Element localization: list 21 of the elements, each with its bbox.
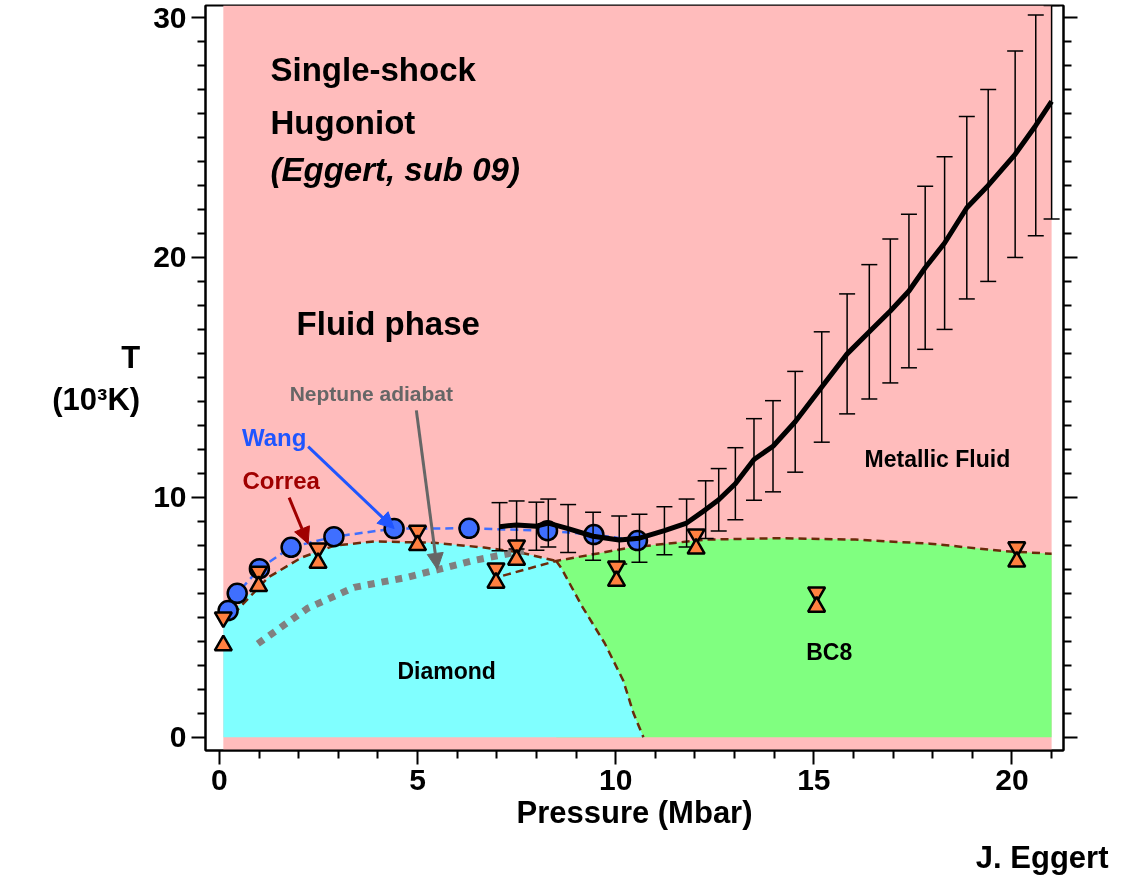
annotation: Wang — [241, 424, 307, 452]
text: (Eggert, sub 09) — [270, 150, 520, 188]
x-tick-label: 20 — [995, 762, 1029, 796]
annotation: Fluid phase — [296, 305, 480, 343]
annotation: BC8 — [806, 639, 853, 666]
x-tick-label: 5 — [409, 762, 426, 796]
annotation: Metallic Fluid — [864, 446, 1011, 473]
y-tick-label: 30 — [153, 0, 187, 34]
y-axis-title: T (10³K) — [52, 339, 141, 417]
annotation: Diamond — [397, 657, 496, 684]
text: Single-shock Hugoniot — [270, 50, 477, 142]
text: J. Eggert — [975, 839, 1109, 875]
x-tick-label: 0 — [211, 762, 228, 796]
annotation: Correa — [242, 467, 321, 495]
x-tick-label: 15 — [797, 762, 831, 796]
y-tick-label: 0 — [169, 720, 187, 754]
annotation: Neptune adiabat — [289, 381, 454, 405]
y-tick-label: 10 — [153, 480, 187, 514]
y-tick-label: 20 — [153, 240, 187, 274]
x-tick-label: 10 — [598, 762, 633, 796]
x-axis-title: Pressure (Mbar) — [516, 794, 753, 830]
